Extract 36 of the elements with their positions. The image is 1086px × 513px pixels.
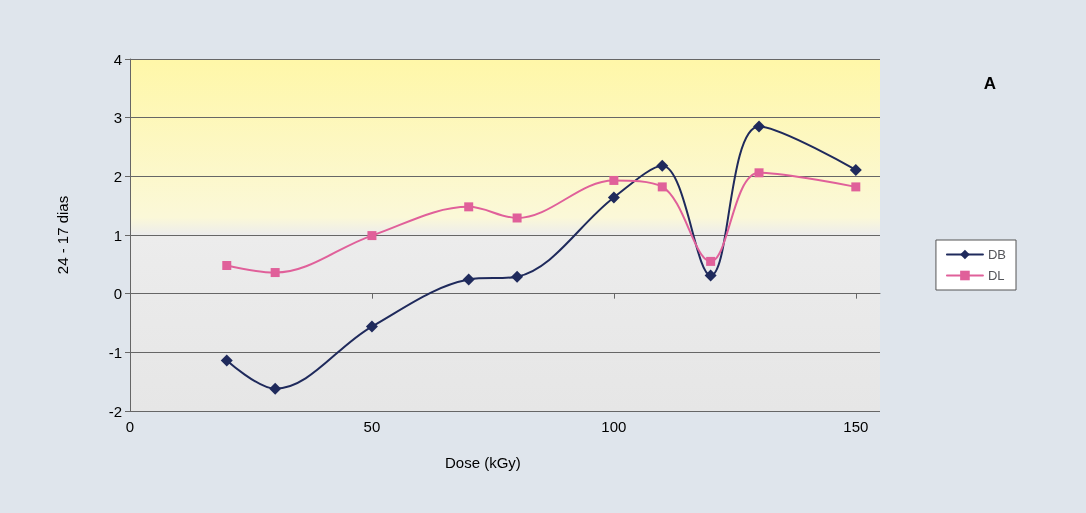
- x-tick-label: 100: [601, 418, 627, 435]
- point: [462, 273, 475, 286]
- point: [754, 168, 764, 178]
- y-tick-label: 1: [113, 226, 122, 244]
- y-axis-title: 24 - 17 dias: [54, 195, 71, 275]
- point: [656, 159, 669, 172]
- point: [851, 182, 861, 192]
- point: [269, 382, 282, 395]
- y-tick-label: -2: [108, 402, 122, 420]
- y-tick-label: -1: [108, 343, 122, 361]
- point: [220, 354, 233, 367]
- x-tick-label: 150: [843, 418, 869, 435]
- point: [365, 320, 378, 333]
- legend-label: DL: [987, 268, 1005, 283]
- point: [607, 191, 620, 204]
- point: [222, 261, 232, 271]
- legend-label: DB: [987, 247, 1006, 262]
- point: [270, 268, 280, 278]
- point: [704, 269, 717, 282]
- y-tick-label: 3: [113, 109, 122, 127]
- point: [849, 163, 862, 176]
- point: [512, 213, 522, 223]
- y-tick-label: 2: [113, 167, 122, 185]
- x-axis-title: Dose (kGy): [445, 454, 521, 471]
- point: [753, 120, 766, 133]
- y-tick-label: 4: [113, 50, 122, 68]
- point: [511, 270, 524, 283]
- point: [609, 175, 619, 185]
- point: [367, 231, 377, 241]
- text: A: [983, 74, 996, 93]
- y-tick-label: 0: [113, 285, 122, 303]
- point: [706, 256, 716, 266]
- point: [657, 182, 667, 192]
- x-tick-label: 50: [363, 418, 381, 435]
- x-tick-label: 0: [125, 418, 135, 435]
- point: [464, 202, 474, 212]
